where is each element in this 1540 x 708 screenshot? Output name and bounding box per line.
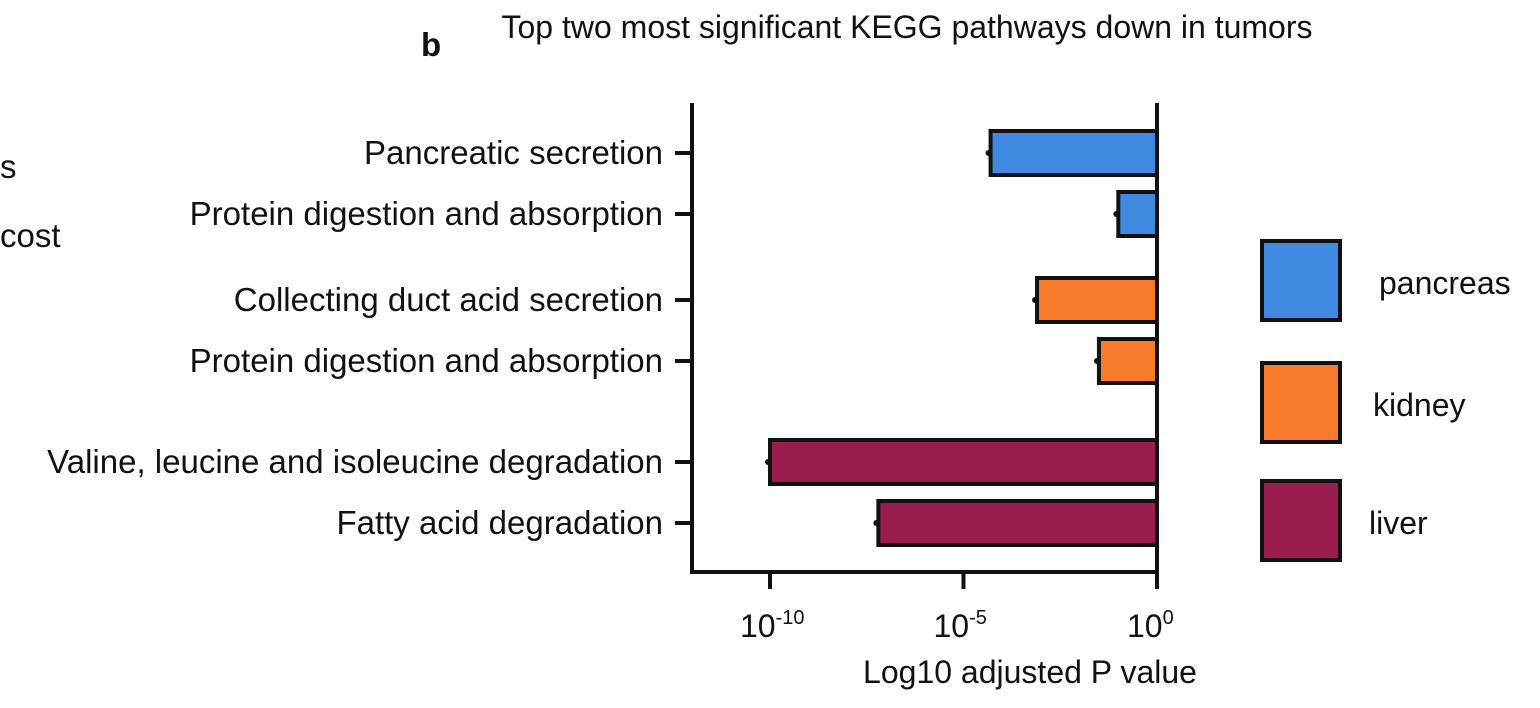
data-point-dot — [1113, 211, 1120, 217]
chart-title: Top two most significant KEGG pathways d… — [501, 9, 1312, 45]
x-tick-label: 10-5 — [934, 607, 987, 644]
bar-liver-5 — [876, 499, 1159, 547]
axes — [675, 103, 1159, 589]
category-label: Protein digestion and absorption — [190, 342, 663, 379]
bar-kidney-2 — [1035, 276, 1160, 324]
category-label: Protein digestion and absorption — [190, 195, 663, 232]
legend-swatch-kidney — [1260, 361, 1342, 444]
data-point-dot — [985, 150, 992, 156]
legend-swatch-liver — [1260, 479, 1342, 562]
category-labels: Pancreatic secretion Protein digestion an… — [47, 134, 663, 541]
x-tick-label: 100 — [1127, 607, 1174, 644]
bar-group — [765, 129, 1160, 547]
data-point-dot — [1093, 358, 1100, 364]
bar-liver-4 — [768, 438, 1159, 486]
data-point-dot — [765, 459, 771, 465]
legend-label-pancreas: pancreas — [1379, 265, 1511, 301]
legend-label-kidney: kidney — [1373, 387, 1466, 423]
data-point-dot — [873, 520, 880, 526]
category-label: Collecting duct acid secretion — [234, 281, 663, 318]
category-label: Valine, leucine and isoleucine degradati… — [47, 443, 663, 480]
legend-swatch-pancreas — [1260, 239, 1342, 322]
legend: pancreas kidney liver — [1260, 239, 1511, 562]
data-point-dot — [1032, 297, 1039, 303]
x-axis-label: Log10 adjusted P value — [863, 654, 1197, 690]
legend-label-liver: liver — [1369, 505, 1428, 541]
panel-label: b — [421, 26, 441, 63]
bar-pancreas-1 — [1116, 190, 1160, 238]
bar-kidney-3 — [1096, 337, 1159, 385]
x-tick-label: 10-10 — [740, 607, 805, 644]
category-label: Pancreatic secretion — [364, 134, 663, 171]
bar-pancreas-0 — [988, 129, 1160, 177]
x-tick-labels: 10-10 10-5 100 — [740, 607, 1174, 644]
edge-fragment-2: cost — [0, 217, 61, 254]
edge-fragment-1: s — [0, 148, 17, 185]
category-label: Fatty acid degradation — [336, 504, 663, 541]
